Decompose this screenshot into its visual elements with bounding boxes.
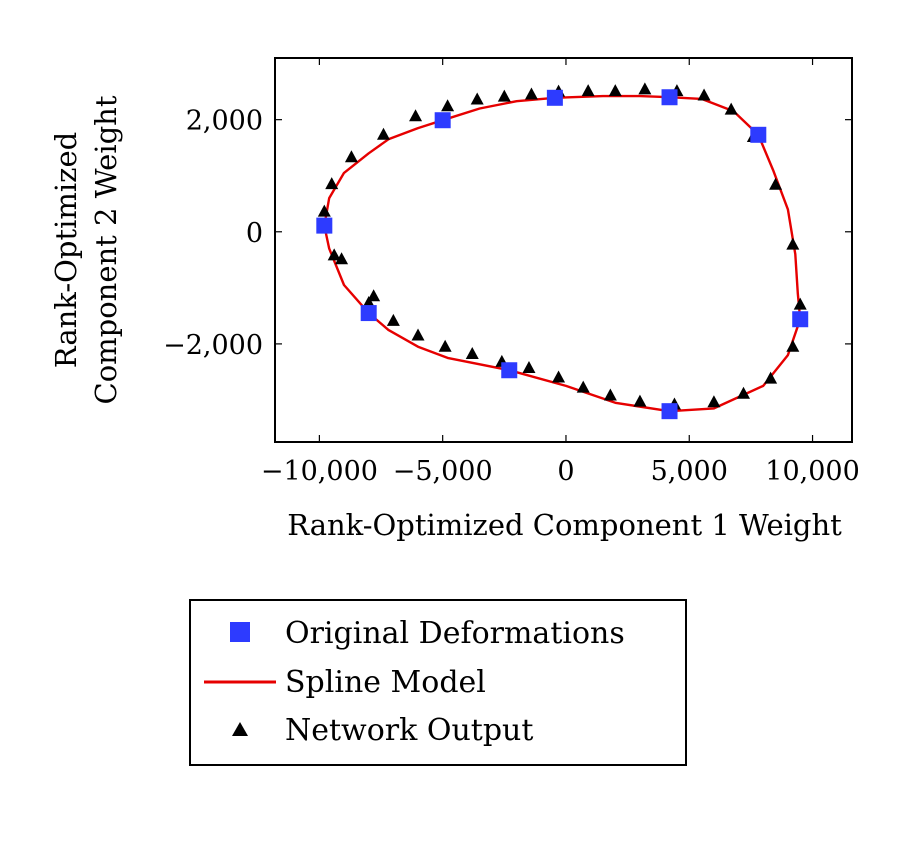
spline-layer xyxy=(323,94,802,413)
original-deformation-point xyxy=(661,89,678,106)
network-output-point xyxy=(786,237,800,250)
network-output-point xyxy=(764,371,778,384)
network-output-point xyxy=(786,339,800,352)
network-output-point xyxy=(465,346,479,359)
y-tick-label: 0 xyxy=(246,218,263,249)
network-output-point xyxy=(327,248,341,261)
y-axis-title-line-1: Rank-Optimized xyxy=(49,132,83,368)
original-deformation-point xyxy=(661,403,678,420)
network-output-point xyxy=(633,394,647,407)
network-output-point xyxy=(522,361,536,374)
network-output-point xyxy=(438,339,452,352)
network-output-point xyxy=(497,89,511,102)
network-output-point xyxy=(441,99,455,112)
legend-triangle-marker xyxy=(232,722,248,736)
spline-model-curve xyxy=(323,94,802,413)
network-output-point xyxy=(697,88,711,101)
original-deformation-point xyxy=(434,112,451,129)
y-axis-title-line-2: Component 2 Weight xyxy=(89,95,123,404)
network-output-point xyxy=(724,102,738,115)
network-output-point xyxy=(552,370,566,383)
x-tick-label: −10,000 xyxy=(261,456,378,487)
network-output-point xyxy=(367,289,381,302)
network-output-point xyxy=(325,177,339,190)
network-output-point xyxy=(335,252,349,265)
x-tick-label: 10,000 xyxy=(765,456,859,487)
original-deformation-point xyxy=(546,89,563,106)
x-axis-title: Rank-Optimized Component 1 Weight xyxy=(287,508,842,542)
legend-label-network-output: Network Output xyxy=(285,713,533,748)
legend-label-spline-model: Spline Model xyxy=(285,665,486,700)
x-tick-label: 0 xyxy=(557,456,574,487)
original-deformation-point xyxy=(750,126,767,143)
network-output-point xyxy=(344,150,358,163)
y-tick-label: −2,000 xyxy=(163,330,263,361)
network-output-point xyxy=(576,380,590,393)
legend-label-original-deformations: Original Deformations xyxy=(285,616,625,651)
network-output-point xyxy=(793,297,807,310)
network-output-point xyxy=(362,295,376,308)
network-output-point xyxy=(608,84,622,97)
network-output-point xyxy=(737,386,751,399)
y-tick-label: 2,000 xyxy=(186,106,263,137)
network-output-point xyxy=(638,82,652,95)
x-tick-label: −5,000 xyxy=(393,456,493,487)
legend: Original Deformations Spline Model Netwo… xyxy=(189,599,687,766)
network-output-point xyxy=(470,92,484,105)
original-deformation-point xyxy=(316,217,333,234)
network-output-point xyxy=(409,109,423,122)
markers-layer xyxy=(316,82,809,420)
x-tick-label: 5,000 xyxy=(651,456,728,487)
network-output-point xyxy=(376,127,390,140)
plot-frame xyxy=(274,57,853,443)
network-output-point xyxy=(707,395,721,408)
network-output-point xyxy=(603,388,617,401)
original-deformation-point xyxy=(501,362,518,379)
network-output-point xyxy=(386,313,400,326)
network-output-point xyxy=(524,87,538,100)
network-output-point xyxy=(581,84,595,97)
network-output-point xyxy=(769,177,783,190)
legend-square-marker xyxy=(230,622,250,642)
original-deformation-point xyxy=(792,311,809,328)
original-deformation-point xyxy=(360,305,377,322)
network-output-point xyxy=(411,328,425,341)
ticks-layer: −10,000 −5,000 0 5,000 10,000 −2,000 0 2,000 xyxy=(163,58,860,487)
network-output-point xyxy=(317,204,331,217)
